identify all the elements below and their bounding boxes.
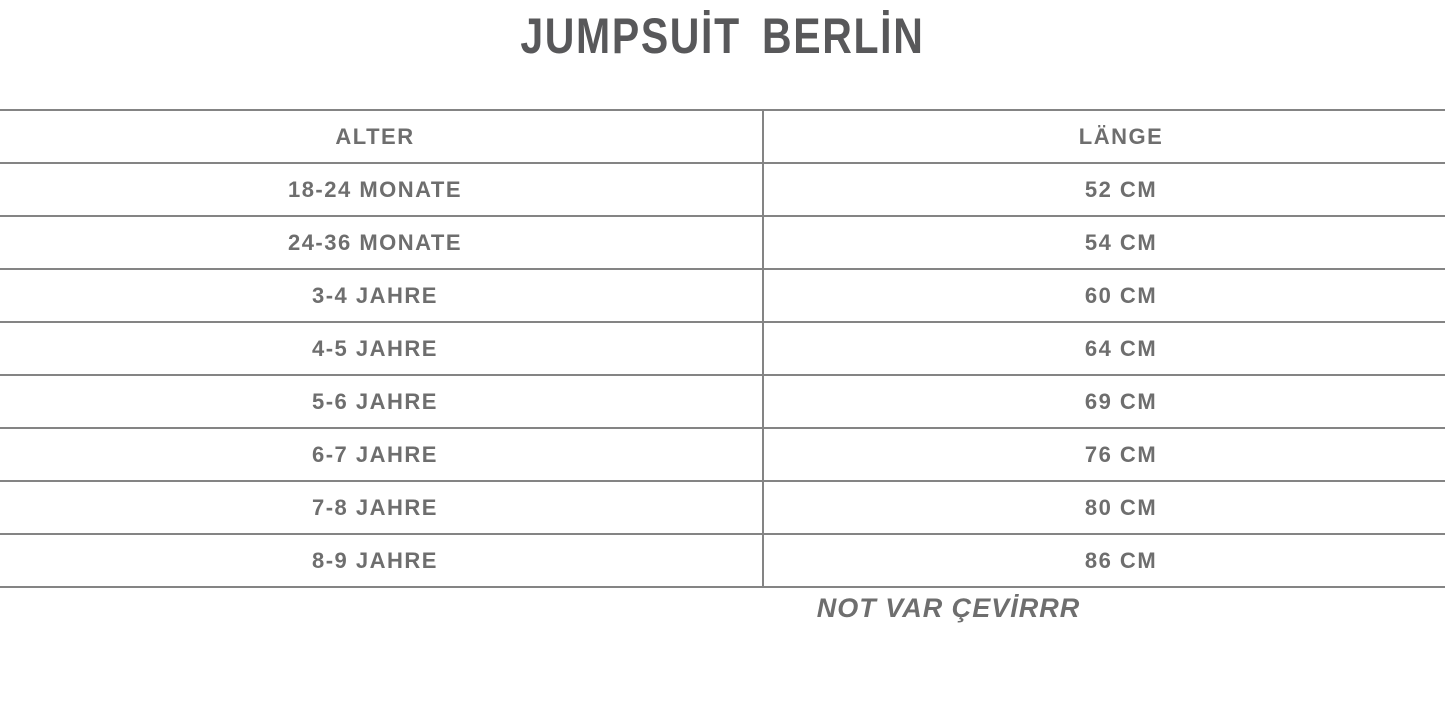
size-chart-table: ALTER LÄNGE 18-24 MONATE 52 CM 24-36 MON… bbox=[0, 109, 1445, 588]
table-header-row: ALTER LÄNGE bbox=[0, 111, 1445, 164]
age-cell: 7-8 JAHRE bbox=[312, 494, 438, 520]
footer-note: NOT VAR ÇEVİRRR bbox=[0, 593, 1445, 624]
table-row: 24-36 MONATE 54 CM bbox=[0, 217, 1445, 270]
length-cell: 86 CM bbox=[762, 535, 1445, 586]
length-cell: 54 CM bbox=[762, 217, 1445, 268]
table-row: 4-5 JAHRE 64 CM bbox=[0, 323, 1445, 376]
table-row: 6-7 JAHRE 76 CM bbox=[0, 429, 1445, 482]
table-row: 18-24 MONATE 52 CM bbox=[0, 164, 1445, 217]
length-cell: 60 CM bbox=[762, 270, 1445, 321]
length-cell: 76 CM bbox=[762, 429, 1445, 480]
age-cell: 6-7 JAHRE bbox=[312, 441, 438, 467]
footer-note-text: NOT VAR ÇEVİRRR bbox=[816, 593, 1081, 623]
age-cell: 24-36 MONATE bbox=[287, 229, 463, 255]
page-title-text: JUMPSUİT BERLİN bbox=[520, 8, 925, 64]
table-row: 8-9 JAHRE 86 CM bbox=[0, 535, 1445, 588]
length-cell: 64 CM bbox=[762, 323, 1445, 374]
table-row: 5-6 JAHRE 69 CM bbox=[0, 376, 1445, 429]
age-cell: 3-4 JAHRE bbox=[312, 282, 438, 308]
table-row: 3-4 JAHRE 60 CM bbox=[0, 270, 1445, 323]
age-cell: 4-5 JAHRE bbox=[312, 335, 438, 361]
page-title: JUMPSUİT BERLİN bbox=[0, 0, 1445, 64]
header-laenge: LÄNGE bbox=[762, 111, 1445, 162]
age-cell: 8-9 JAHRE bbox=[312, 547, 438, 573]
age-cell: 5-6 JAHRE bbox=[312, 388, 438, 414]
length-cell: 52 CM bbox=[762, 164, 1445, 215]
age-cell: 18-24 MONATE bbox=[287, 176, 463, 202]
length-cell: 80 CM bbox=[762, 482, 1445, 533]
header-alter: ALTER bbox=[335, 123, 415, 149]
table-row: 7-8 JAHRE 80 CM bbox=[0, 482, 1445, 535]
length-cell: 69 CM bbox=[762, 376, 1445, 427]
